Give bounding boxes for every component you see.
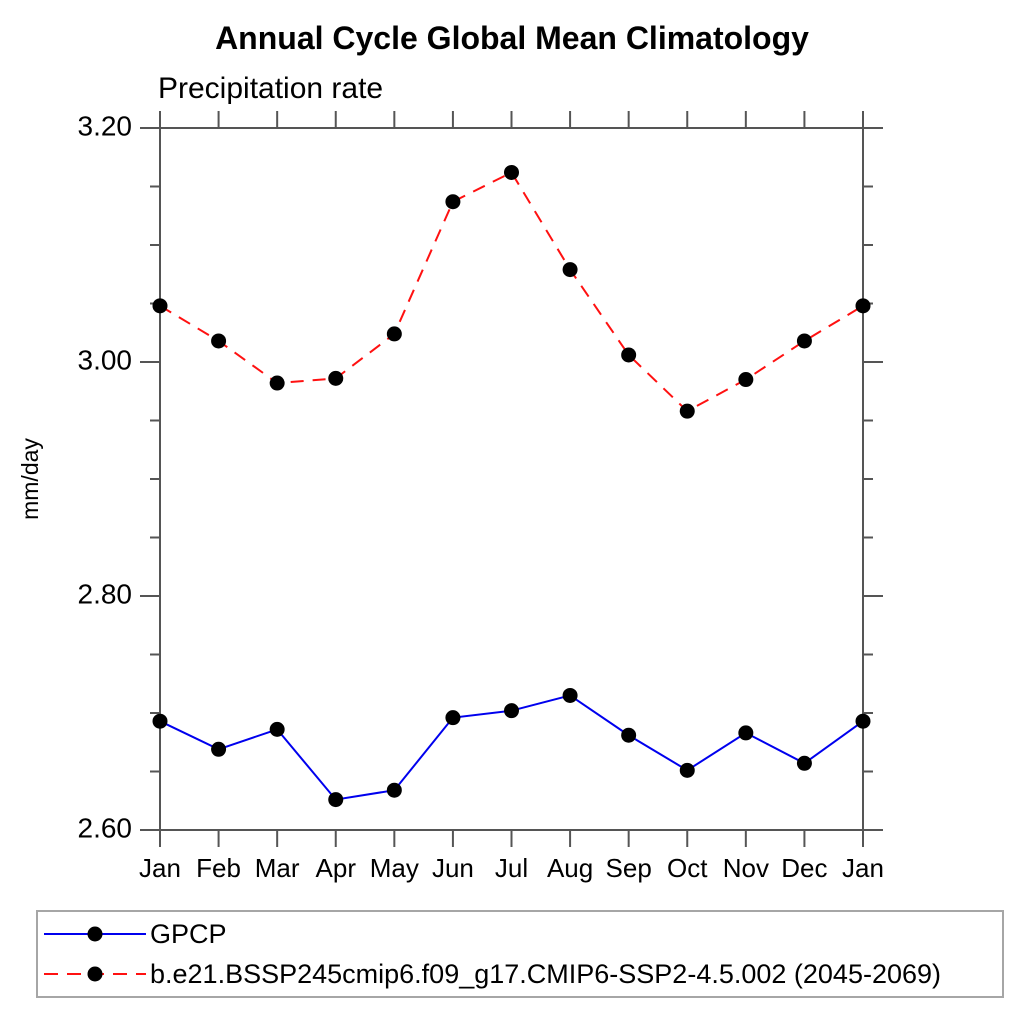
data-point-series-1: [386, 326, 402, 342]
data-point-series-1: [738, 372, 754, 388]
data-point-series-1: [211, 333, 227, 349]
x-tick-label: Nov: [723, 853, 769, 883]
data-point-series-1: [621, 347, 637, 363]
data-point-series-1: [855, 298, 871, 314]
data-point-series-0: [562, 687, 578, 703]
legend-sample-dashed-line-icon: [44, 966, 146, 982]
x-tick-label: Mar: [255, 853, 300, 883]
legend-row-gpcp: GPCP: [38, 914, 1002, 954]
x-tick-label: Feb: [196, 853, 241, 883]
legend-label-model: b.e21.BSSP245cmip6.f09_g17.CMIP6-SSP2-4.…: [150, 958, 942, 989]
legend: GPCP b.e21.BSSP245cmip6.f09_g17.CMIP6-SS…: [36, 910, 1004, 998]
x-tick-label: Jul: [495, 853, 528, 883]
x-tick-label: Oct: [667, 853, 708, 883]
x-tick-label: Dec: [781, 853, 827, 883]
data-point-series-0: [504, 703, 519, 719]
data-point-series-1: [562, 262, 578, 278]
plot-frame: [159, 127, 864, 831]
data-point-series-1: [152, 298, 168, 314]
data-point-series-0: [152, 713, 168, 729]
data-point-series-1: [796, 333, 812, 349]
chart-title: Annual Cycle Global Mean Climatology: [215, 20, 809, 56]
x-tick-label: May: [370, 853, 419, 883]
x-tick-label: Jun: [432, 853, 474, 883]
x-tick-label: Apr: [316, 853, 357, 883]
data-point-series-1: [269, 375, 285, 391]
data-point-series-0: [738, 725, 754, 741]
x-tick-label: Jan: [842, 853, 884, 883]
y-axis-title: mm/day: [17, 438, 43, 520]
y-tick-label: 3.00: [78, 344, 133, 375]
x-tick-label: Jan: [139, 853, 181, 883]
y-tick-label: 3.20: [78, 110, 133, 141]
x-tick-label: Sep: [606, 853, 652, 883]
legend-row-model: b.e21.BSSP245cmip6.f09_g17.CMIP6-SSP2-4.…: [38, 954, 1002, 994]
data-point-series-0: [621, 727, 637, 743]
legend-label-gpcp: GPCP: [150, 918, 227, 949]
data-point-series-0: [328, 792, 344, 808]
y-tick-label: 2.60: [78, 812, 133, 843]
y-tick-label: 2.80: [78, 578, 133, 609]
data-point-series-0: [445, 710, 461, 726]
data-point-series-0: [211, 741, 227, 757]
data-point-series-1: [445, 194, 461, 210]
data-point-series-1: [679, 403, 695, 419]
legend-sample-solid-line-icon: [44, 926, 146, 942]
chart-subtitle: Precipitation rate: [158, 72, 384, 105]
data-point-series-0: [679, 762, 695, 778]
data-point-series-0: [855, 713, 871, 729]
data-point-series-0: [386, 782, 402, 798]
x-tick-label: Aug: [547, 853, 593, 883]
data-point-series-0: [796, 755, 812, 771]
data-point-series-1: [328, 370, 344, 386]
data-point-series-1: [504, 164, 519, 180]
data-point-series-0: [269, 721, 285, 737]
series-line-1: [159, 171, 864, 413]
